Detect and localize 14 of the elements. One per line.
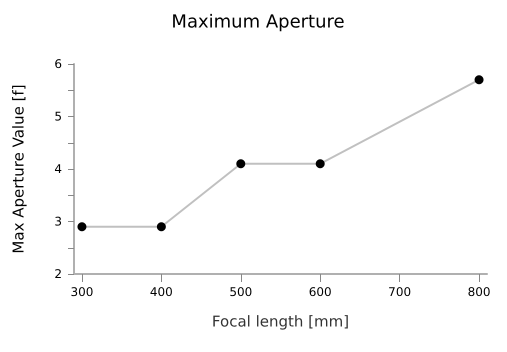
y-axis-title: Max Aperture Value [f] — [10, 84, 28, 254]
y-tick-label: 3 — [54, 214, 62, 228]
x-tick-label: 300 — [70, 285, 94, 299]
x-tick-label: 800 — [468, 285, 491, 299]
y-tick-label: 4 — [54, 162, 62, 176]
chart-title: Maximum Aperture — [171, 12, 345, 32]
y-tick-label: 2 — [54, 267, 62, 281]
x-tick-label: 500 — [229, 285, 252, 299]
x-tick-label: 700 — [388, 285, 412, 299]
x-axis-title: Focal length [mm] — [212, 312, 350, 330]
y-tick-label: 6 — [54, 57, 62, 71]
y-tick-label: 5 — [54, 110, 62, 124]
x-tick-label: 400 — [150, 285, 173, 299]
x-tick-label: 600 — [308, 285, 332, 299]
